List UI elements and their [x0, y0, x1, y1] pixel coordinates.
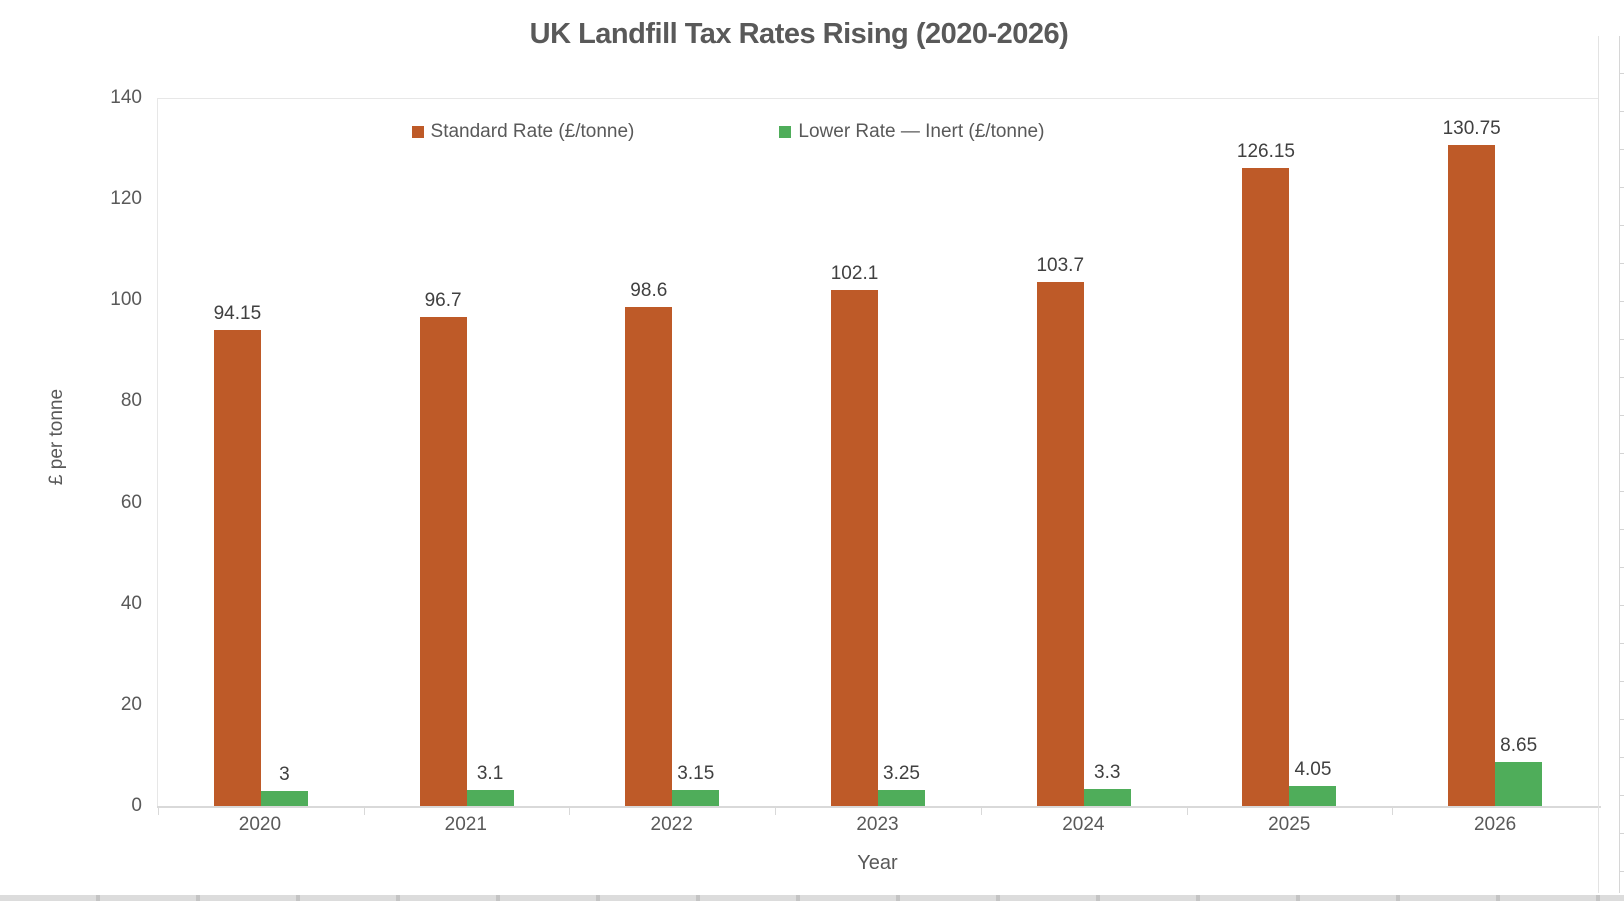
y-axis-tick-label: 140	[110, 87, 142, 108]
data-label: 3.1	[476, 763, 504, 784]
spreadsheet-bottom-edge-gridlines	[0, 895, 1624, 901]
bar-pair-2021: 96.7 3.1	[419, 290, 514, 806]
x-axis-labels: 2020 2021 2022 2023 2024 2025 2026	[157, 814, 1598, 836]
x-axis-tick-label: 2026	[1473, 814, 1517, 835]
data-label: 94.15	[213, 303, 262, 324]
y-axis-tick-label: 20	[120, 693, 142, 715]
category-2023: 102.1 3.25	[775, 99, 981, 806]
plot-area: Standard Rate (£/tonne) Lower Rate — Iner…	[157, 98, 1599, 815]
y-axis-tick-label: 120	[110, 188, 142, 210]
data-label: 4.05	[1294, 759, 1332, 780]
data-label: 3.15	[677, 763, 715, 784]
bar-standard-rate-tonne-2023: 102.1	[831, 263, 878, 806]
legend-item-lower-rate-inert-tonne: Lower Rate — Inert (£/tonne)	[779, 121, 1044, 143]
bar-standard-rate-tonne-2020: 94.15	[214, 303, 261, 806]
category-2026: 130.75 8.65	[1392, 99, 1598, 806]
legend: Standard Rate (£/tonne) Lower Rate — Iner…	[8, 121, 1448, 143]
bar-standard-rate-tonne-2024: 103.7	[1036, 255, 1084, 806]
bar-pair-2024: 103.7 3.3	[1036, 255, 1131, 806]
categories: 94.15 3 96.7 3.1 98.6 3.15 102.1 3.25 103.7 3.3 12…	[158, 99, 1598, 806]
y-axis-tick-label: 40	[120, 592, 142, 614]
bar-pair-2020: 94.15 3	[214, 303, 308, 806]
x-axis-boundary-tick	[158, 807, 159, 815]
data-label: 96.7	[424, 290, 462, 311]
data-label: 3.3	[1094, 762, 1121, 783]
x-axis-tick-label: 2020	[238, 814, 282, 835]
category-2021: 96.7 3.1	[364, 99, 570, 806]
legend-label: Standard Rate (£/tonne)	[430, 121, 635, 142]
bar-lower-rate-inert-tonne-2023: 3.25	[878, 763, 926, 806]
bar-pair-2025: 126.15 4.05	[1237, 141, 1337, 806]
bar-lower-rate-inert-tonne-2020: 3	[260, 764, 308, 806]
bar-lower-rate-inert-tonne-2024: 3.3	[1083, 762, 1131, 806]
x-axis-line	[157, 806, 1601, 808]
legend-label: Lower Rate — Inert (£/tonne)	[798, 121, 1045, 142]
x-axis-tick-label: 2024	[1062, 814, 1105, 835]
legend-marker-lower-rate-inert-tonne	[779, 126, 792, 138]
category-2020: 94.15 3	[158, 99, 364, 806]
data-label: 8.65	[1500, 735, 1538, 756]
bar-standard-rate-tonne-2021: 96.7	[419, 290, 467, 806]
x-axis-tick-label: 2023	[856, 814, 899, 835]
x-axis-boundary-tick	[1392, 807, 1394, 815]
data-label: 130.75	[1442, 118, 1501, 139]
data-label: 3	[279, 764, 290, 785]
x-axis-boundary-tick	[569, 807, 571, 815]
category-2024: 103.7 3.3	[981, 99, 1187, 806]
x-axis-tick-label: 2022	[650, 814, 693, 835]
bar-standard-rate-tonne-2026: 130.75	[1443, 118, 1501, 806]
x-axis-boundary-tick	[363, 807, 365, 815]
y-axis-tick-label: 60	[120, 491, 142, 513]
legend-item-standard-rate-tonne: Standard Rate (£/tonne)	[411, 121, 635, 143]
bar-lower-rate-inert-tonne-2026: 8.65	[1495, 735, 1543, 806]
x-axis-tick-label: 2021	[444, 814, 487, 835]
data-label: 3.25	[883, 763, 921, 784]
category-2022: 98.6 3.15	[569, 99, 775, 806]
y-axis-tick-label: 0	[131, 795, 142, 816]
bar-pair-2022: 98.6 3.15	[625, 280, 720, 806]
bar-standard-rate-tonne-2025: 126.15	[1237, 141, 1295, 806]
bar-lower-rate-inert-tonne-2022: 3.15	[672, 763, 720, 806]
spreadsheet-right-edge-gridlines	[1619, 36, 1624, 893]
bar-pair-2026: 130.75 8.65	[1443, 118, 1543, 806]
data-label: 102.1	[830, 263, 879, 284]
bar-lower-rate-inert-tonne-2025: 4.05	[1289, 759, 1337, 806]
data-label: 103.7	[1036, 255, 1085, 276]
y-axis-tick-label: 100	[110, 289, 142, 311]
y-axis-tick-label: 80	[120, 390, 142, 412]
data-label: 98.6	[630, 280, 668, 301]
bar-pair-2023: 102.1 3.25	[831, 263, 926, 806]
chart-title: UK Landfill Tax Rates Rising (2020-2026)	[529, 18, 1069, 50]
x-axis-tick-label: 2025	[1268, 814, 1311, 835]
chart-frame-right-border	[1598, 36, 1599, 893]
category-2025: 126.15 4.05	[1187, 99, 1393, 806]
y-axis-title: £ per tonne	[46, 388, 67, 486]
x-axis-title: Year	[857, 852, 898, 874]
data-label: 126.15	[1236, 141, 1296, 162]
x-axis-boundary-tick	[775, 807, 777, 815]
x-axis-boundary-tick	[1186, 807, 1188, 815]
bar-lower-rate-inert-tonne-2021: 3.1	[466, 763, 514, 806]
legend-marker-standard-rate-tonne	[411, 126, 424, 138]
bar-standard-rate-tonne-2022: 98.6	[625, 280, 673, 806]
x-axis-boundary-tick	[980, 807, 982, 815]
